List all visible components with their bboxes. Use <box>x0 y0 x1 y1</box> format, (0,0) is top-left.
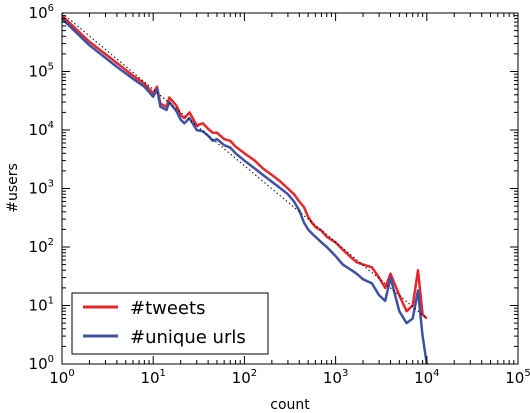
y-tick-label: 104 <box>29 120 54 139</box>
series-layer <box>62 13 429 364</box>
x-tick-label: 105 <box>505 368 530 387</box>
x-tick-label: 104 <box>414 368 439 387</box>
y-tick-label: 103 <box>29 179 54 198</box>
legend-label-tweets: #tweets <box>130 298 205 319</box>
ticks-layer: 100 101 102 103 104 105 100 101 102 103 104 105 106 <box>29 3 530 387</box>
y-tick-label: 101 <box>29 296 54 315</box>
legend-label-unique-urls: #unique urls <box>130 327 246 348</box>
reference-fit-line <box>62 13 428 319</box>
series-line-unique-urls <box>62 17 429 364</box>
legend-box <box>71 292 269 355</box>
x-axis-label: count <box>270 397 310 413</box>
x-tick-label: 100 <box>49 368 74 387</box>
y-axis-label: #users <box>5 163 21 213</box>
y-tick-label: 106 <box>29 3 54 22</box>
x-tick-label: 103 <box>323 368 348 387</box>
x-tick-label: 102 <box>232 368 257 387</box>
legend: #tweets #unique urls <box>71 292 269 355</box>
y-tick-label: 105 <box>29 62 54 81</box>
y-tick-label: 102 <box>29 237 54 256</box>
y-tick-label: 100 <box>29 354 54 373</box>
x-tick-label: 101 <box>140 368 165 387</box>
